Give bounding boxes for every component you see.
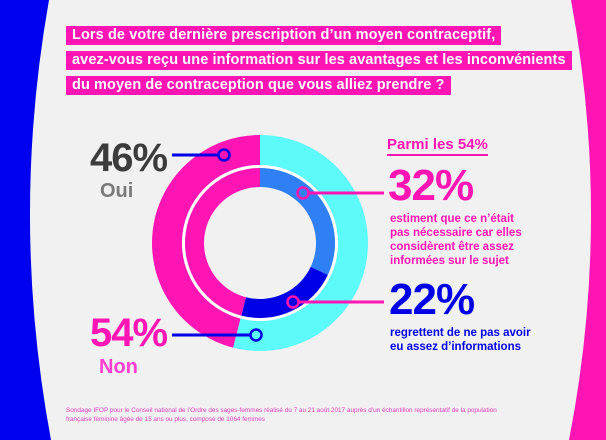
- header-line-1: Lors de votre dernière prescription d’un…: [66, 26, 502, 45]
- outer-ring: [151, 135, 368, 351]
- inner-slice-non-regret: [241, 266, 328, 318]
- stat-32-description: estiment que ce n’était pas nécessaire c…: [390, 212, 522, 268]
- connectors: [172, 148, 384, 342]
- ring-separator: [182, 165, 338, 321]
- stat-32-line-4: informées sur le sujet: [390, 255, 509, 267]
- source-footnote: Sondage IFOP pour le Conseil national de…: [66, 406, 546, 424]
- oui-label: Oui: [100, 180, 134, 202]
- left-blue-band: [0, 0, 51, 440]
- connector-marker-oui: [217, 148, 231, 162]
- header-line-3: du moyen de contraception que vous allie…: [66, 76, 451, 95]
- outer-slice-non: [233, 135, 368, 351]
- footnote-line-1: Sondage IFOP pour le Conseil national de…: [66, 407, 497, 414]
- stat-22-line-2: eu assez d’informations: [390, 341, 522, 353]
- stat-22-value: 22%: [389, 275, 475, 324]
- non-label: Non: [99, 356, 138, 378]
- right-pink-band: [569, 0, 606, 440]
- stat-32-line-3: considèrent être assez: [390, 241, 515, 253]
- inner-slice-oui: [184, 168, 260, 316]
- connector-marker-not-necessary: [296, 186, 310, 200]
- inner-ring: [184, 168, 335, 318]
- subgroup-title: Parmi les 54%: [387, 136, 488, 156]
- stat-22-description: regrettent de ne pas avoir eu assez d’in…: [390, 326, 531, 354]
- stat-22-line-1: regrettent de ne pas avoir: [390, 327, 531, 339]
- header-line-2: avez-vous reçu une information sur les a…: [66, 51, 572, 70]
- connector-marker-non: [249, 328, 263, 342]
- stat-32-value: 32%: [388, 161, 474, 210]
- stat-32-line-2: pas nécessaire car elles: [390, 227, 522, 239]
- footnote-line-2: française féminine âgée de 15 ans ou plu…: [66, 416, 265, 423]
- inner-slice-non-not-necessary: [260, 168, 335, 275]
- stat-32-line-1: estiment que ce n’était: [390, 213, 514, 225]
- non-percentage: 54%: [90, 311, 168, 355]
- oui-percentage: 46%: [90, 136, 168, 180]
- outer-slice-oui: [151, 135, 260, 348]
- connector-marker-regret: [286, 295, 300, 309]
